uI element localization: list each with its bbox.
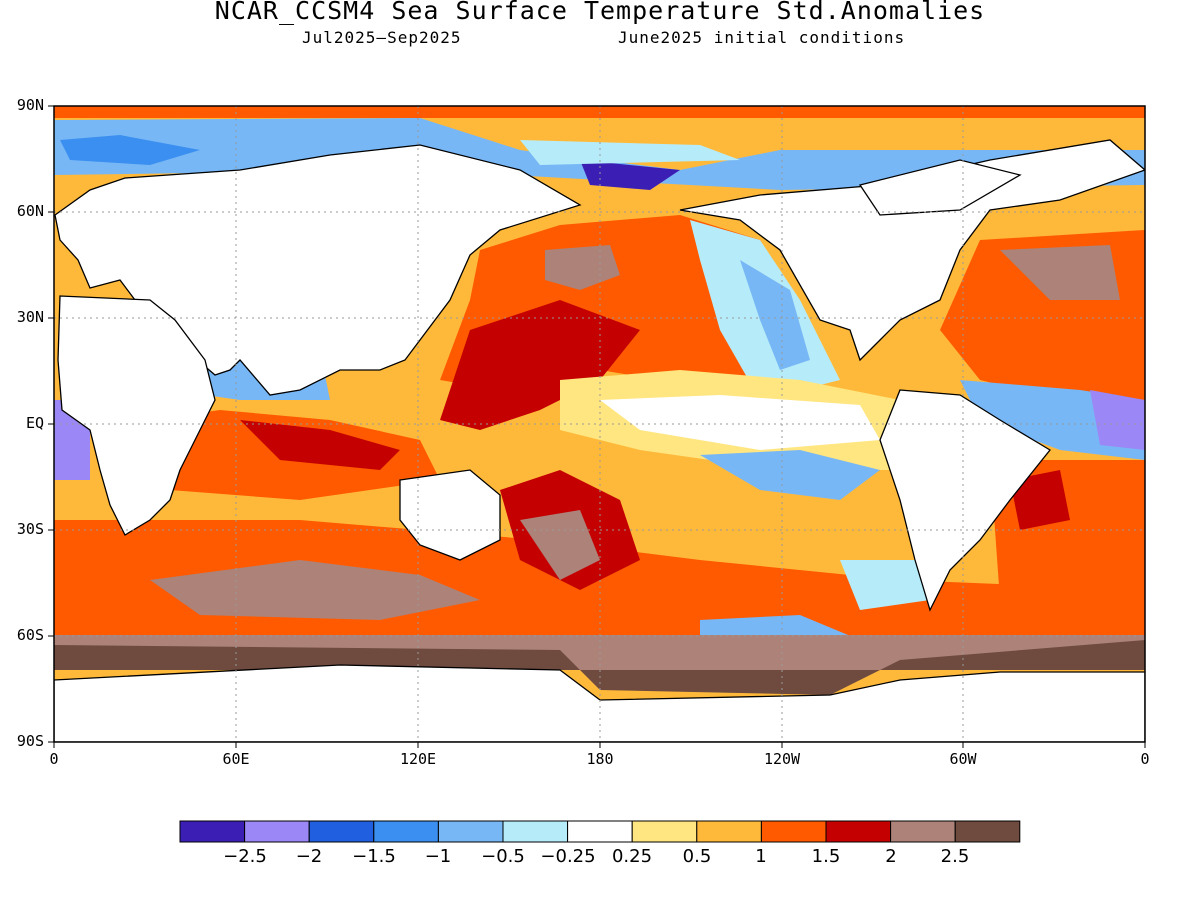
colorbar-label: −2.5 — [223, 846, 267, 867]
colorbar-box — [567, 820, 633, 843]
colorbar-label: −1 — [424, 846, 452, 867]
colorbar — [179, 820, 1021, 843]
bering-cold-patch — [580, 160, 680, 190]
lat-label-30s: 30S — [16, 520, 44, 538]
south-america — [879, 389, 1051, 612]
colorbar-label: 1 — [755, 846, 767, 867]
lat-label-90s: 90S — [16, 732, 44, 750]
lon-label-60w: 60W — [949, 750, 977, 768]
gulf-of-guinea-cold — [1090, 390, 1145, 450]
north-atlantic-extreme-warm — [1000, 245, 1120, 300]
lon-label-120w: 120W — [763, 750, 801, 768]
tasman-extreme-warm — [520, 510, 600, 580]
northeast-pacific-cooler — [740, 260, 810, 370]
arctic-cool-patch — [60, 135, 200, 165]
arctic-cool-anomaly — [54, 118, 1145, 190]
colorbar-box — [373, 820, 439, 843]
antarctica — [54, 664, 1145, 742]
colorbar-box — [244, 820, 310, 843]
colorbar-label: 2 — [885, 846, 897, 867]
lat-label-30n: 30N — [16, 308, 44, 326]
colorbar-label: −0.5 — [481, 846, 525, 867]
equatorial-pacific-zero — [600, 395, 880, 450]
lon-label-0: 0 — [49, 750, 59, 768]
colorbar-label: 0.5 — [682, 846, 712, 867]
southern-indian-extreme-warm — [150, 560, 480, 620]
lat-label-eq: EQ — [25, 414, 44, 432]
southeast-pacific-cool — [840, 560, 930, 610]
land-masses — [54, 139, 1145, 742]
eurasia — [54, 144, 582, 396]
east-pacific-cool — [700, 450, 880, 500]
lat-label-60s: 60S — [16, 626, 44, 644]
axis-ticks — [48, 105, 1146, 748]
lat-label-90n: 90N — [16, 96, 44, 114]
north-pacific-extreme-warm — [545, 245, 620, 290]
arctic-light-patch — [520, 140, 740, 165]
initial-conditions: June2025 initial conditions — [618, 28, 906, 47]
africa — [57, 295, 216, 536]
colorbar-box — [954, 820, 1021, 843]
colorbar-label: −1.5 — [352, 846, 396, 867]
colorbar-box — [308, 820, 375, 843]
colorbar-box — [437, 820, 504, 843]
lon-label-180: 180 — [586, 750, 614, 768]
forecast-period: Jul2025–Sep2025 — [302, 28, 462, 47]
colorbar-box — [502, 820, 569, 843]
lon-label-0-east: 0 — [1140, 750, 1150, 768]
graticule — [54, 106, 1145, 742]
colorbar-label: −0.25 — [540, 846, 596, 867]
colorbar-box — [890, 820, 956, 843]
kuroshio-strong-warm — [440, 300, 640, 430]
colorbar-box — [179, 820, 246, 843]
australia — [399, 469, 501, 561]
lon-label-120e: 120E — [399, 750, 437, 768]
colorbar-box — [696, 820, 762, 843]
colorbar-label: 1.5 — [811, 846, 841, 867]
colorbar-box — [760, 820, 827, 843]
indian-ocean-strong-warm — [240, 420, 400, 470]
colorbar-label: 2.5 — [940, 846, 970, 867]
colorbar-box — [825, 820, 892, 843]
antarctic-extreme-band — [54, 640, 1145, 695]
chart-title: NCAR_CCSM4 Sea Surface Temperature Std.A… — [214, 0, 986, 25]
south-atlantic-strong-warm — [1010, 470, 1070, 530]
lat-label-60n: 60N — [16, 202, 44, 220]
colorbar-label: −2 — [295, 846, 323, 867]
lon-label-60e: 60E — [222, 750, 250, 768]
colorbar-box — [631, 820, 698, 843]
colorbar-label: 0.25 — [611, 846, 653, 867]
greenland — [858, 159, 1022, 216]
